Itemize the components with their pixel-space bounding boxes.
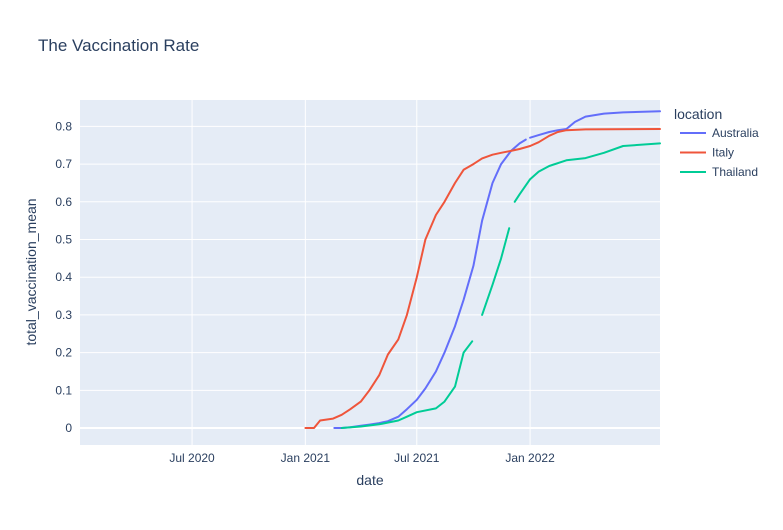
legend-label: Australia [712,126,759,140]
y-tick-label: 0.8 [55,119,72,133]
series-line-australia [529,110,661,139]
y-axis-title: total_vaccination_mean [23,198,39,345]
legend-label: Italy [712,146,734,160]
series-thailand [340,142,661,429]
legend-item-thailand[interactable]: Thailand [680,165,758,179]
y-tick-label: 0.4 [55,270,72,284]
series-line-thailand [340,340,474,429]
legend: location Australia Italy Thailand [674,106,759,179]
plot-area [80,100,660,445]
legend-title: location [674,106,722,122]
y-tick-label: 0.7 [55,157,72,171]
series-line-thailand [513,142,661,203]
series-line-thailand [481,227,511,316]
y-axis-ticks: 0 0.1 0.2 0.3 0.4 0.5 0.6 0.7 0.8 [55,119,72,435]
x-tick-label: Jul 2021 [394,451,440,465]
series-italy [304,128,661,429]
series-line-italy [304,128,661,429]
legend-item-australia[interactable]: Australia [680,126,759,140]
x-axis-ticks: Jul 2020 Jan 2021 Jul 2021 Jan 2022 [169,451,555,465]
series-layer [304,110,661,429]
x-axis-title: date [356,472,383,488]
y-tick-label: 0.6 [55,195,72,209]
chart-title: The Vaccination Rate [38,36,199,55]
x-tick-label: Jan 2021 [281,451,331,465]
y-tick-label: 0.3 [55,308,72,322]
legend-label: Thailand [712,165,758,179]
y-tick-label: 0.5 [55,233,72,247]
grid-lines [80,100,660,445]
y-tick-label: 0.1 [55,383,72,397]
legend-item-italy[interactable]: Italy [680,146,734,160]
x-tick-label: Jul 2020 [169,451,215,465]
y-tick-label: 0 [65,421,72,435]
x-tick-label: Jan 2022 [505,451,555,465]
y-tick-label: 0.2 [55,346,72,360]
